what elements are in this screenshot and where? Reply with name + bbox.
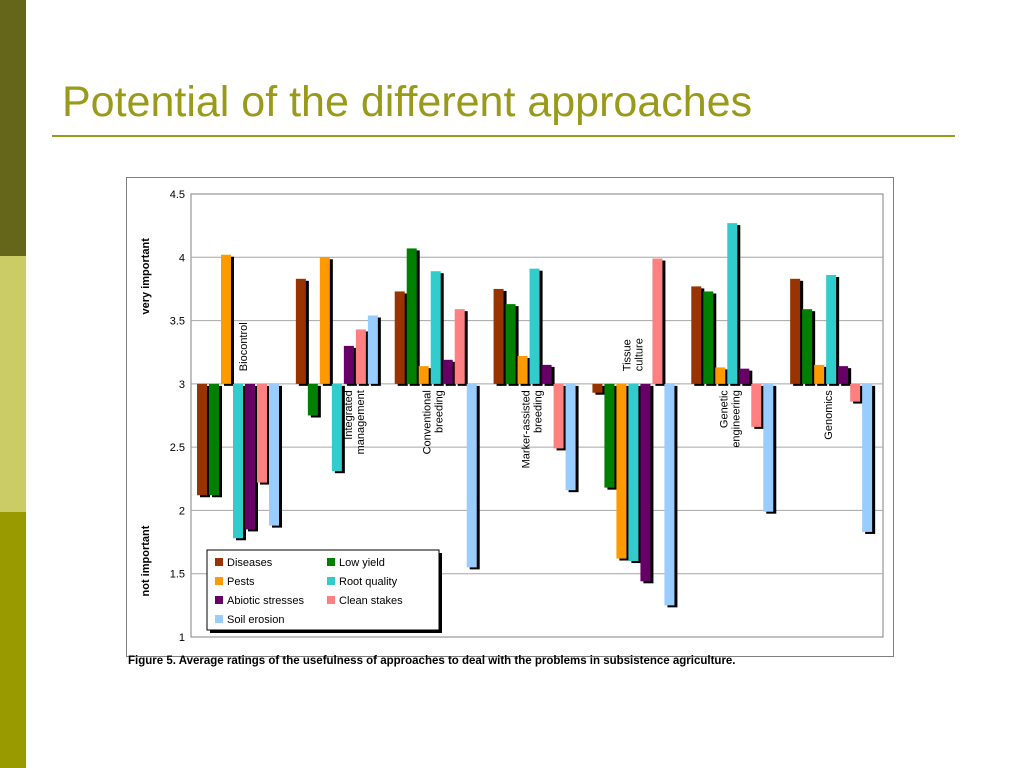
category-label: breeding <box>533 390 545 433</box>
legend-entry: Clean stakes <box>339 595 403 607</box>
legend-swatch <box>327 558 335 566</box>
bar <box>826 275 837 384</box>
bar <box>493 288 504 384</box>
bar <box>257 383 267 483</box>
bar <box>592 383 603 393</box>
decorative-side-bar-middle <box>0 256 26 512</box>
y-axis-label-top: very important <box>140 238 152 315</box>
bar <box>418 366 429 384</box>
legend-entry: Root quality <box>339 576 398 588</box>
y-tick-label: 2.5 <box>170 442 185 454</box>
slide-title: Potential of the different approaches <box>62 78 753 126</box>
bar <box>295 278 306 384</box>
category-label: culture <box>633 338 645 371</box>
chart-frame: 1 1.5 2 2.5 3 3.5 4 4.5 very important not import… <box>126 177 894 657</box>
legend-swatch <box>215 558 223 566</box>
bar <box>628 383 639 562</box>
legend-swatch <box>215 577 223 585</box>
bar <box>802 309 813 384</box>
bar <box>763 383 774 512</box>
y-tick-label: 4 <box>179 252 185 264</box>
bar <box>727 223 738 384</box>
category-label: engineering <box>730 390 742 448</box>
bar <box>814 364 825 384</box>
bar <box>343 345 354 384</box>
category-label: Genetic <box>718 390 730 428</box>
category-label: management <box>355 390 367 454</box>
bar <box>790 278 801 384</box>
bar <box>664 383 675 606</box>
bar <box>394 291 405 384</box>
bar <box>331 383 342 472</box>
bar <box>466 383 477 568</box>
bar <box>430 271 441 384</box>
legend-swatch <box>215 596 223 604</box>
bar <box>319 257 330 384</box>
bar <box>715 367 726 384</box>
category-label: Marker-assisted <box>521 390 533 468</box>
bar <box>691 286 702 384</box>
legend-swatch <box>327 596 335 604</box>
bar <box>221 254 231 384</box>
legend-entry: Pests <box>227 576 255 588</box>
bar <box>355 329 366 384</box>
title-underline <box>52 135 955 137</box>
decorative-side-bar-bottom <box>0 512 26 768</box>
category-label: Conventional <box>422 390 434 454</box>
category-label: Integrated <box>343 390 355 440</box>
bar <box>505 304 516 384</box>
y-tick-label: 4.5 <box>170 189 185 201</box>
bar <box>553 383 564 449</box>
bar <box>838 366 849 384</box>
bar <box>850 383 861 402</box>
bar <box>616 383 627 559</box>
bar <box>406 248 417 384</box>
legend-entry: Low yield <box>339 557 385 569</box>
bar <box>233 383 243 539</box>
legend-box <box>206 549 440 631</box>
bar <box>529 268 540 384</box>
legend-entry: Diseases <box>227 557 273 569</box>
y-tick-label: 3 <box>179 379 185 391</box>
decorative-side-bar-top <box>0 0 26 256</box>
bar <box>245 383 255 530</box>
bar <box>703 291 714 384</box>
bar <box>604 383 615 488</box>
bar <box>442 359 453 384</box>
bar <box>454 309 465 384</box>
category-label: breeding <box>434 390 446 433</box>
y-tick-label: 1.5 <box>170 569 185 581</box>
category-label: Tissue <box>621 339 633 371</box>
bar <box>197 383 207 496</box>
bar <box>307 383 318 416</box>
y-tick-label: 2 <box>179 505 185 517</box>
bar <box>739 368 750 384</box>
legend-entry: Abiotic stresses <box>227 595 305 607</box>
legend-swatch <box>327 577 335 585</box>
bar <box>565 383 576 491</box>
bar <box>862 383 873 532</box>
bar <box>517 356 528 384</box>
bar <box>541 364 552 384</box>
y-tick-label: 1 <box>179 632 185 644</box>
bar <box>367 315 378 384</box>
category-label: Genomics <box>823 390 835 440</box>
category-label: Biocontrol <box>238 322 250 371</box>
legend-entry: Soil erosion <box>227 614 284 626</box>
bar <box>269 383 279 526</box>
figure-caption: Figure 5. Average ratings of the usefuln… <box>128 655 736 667</box>
y-axis-label-bottom: not important <box>140 525 152 596</box>
bar <box>652 258 663 384</box>
y-tick-label: 3.5 <box>170 316 185 328</box>
bar <box>751 383 762 427</box>
bar <box>209 383 219 496</box>
bar <box>640 383 651 582</box>
legend-swatch <box>215 615 223 623</box>
bar-chart: 1 1.5 2 2.5 3 3.5 4 4.5 very important not import… <box>140 189 884 644</box>
